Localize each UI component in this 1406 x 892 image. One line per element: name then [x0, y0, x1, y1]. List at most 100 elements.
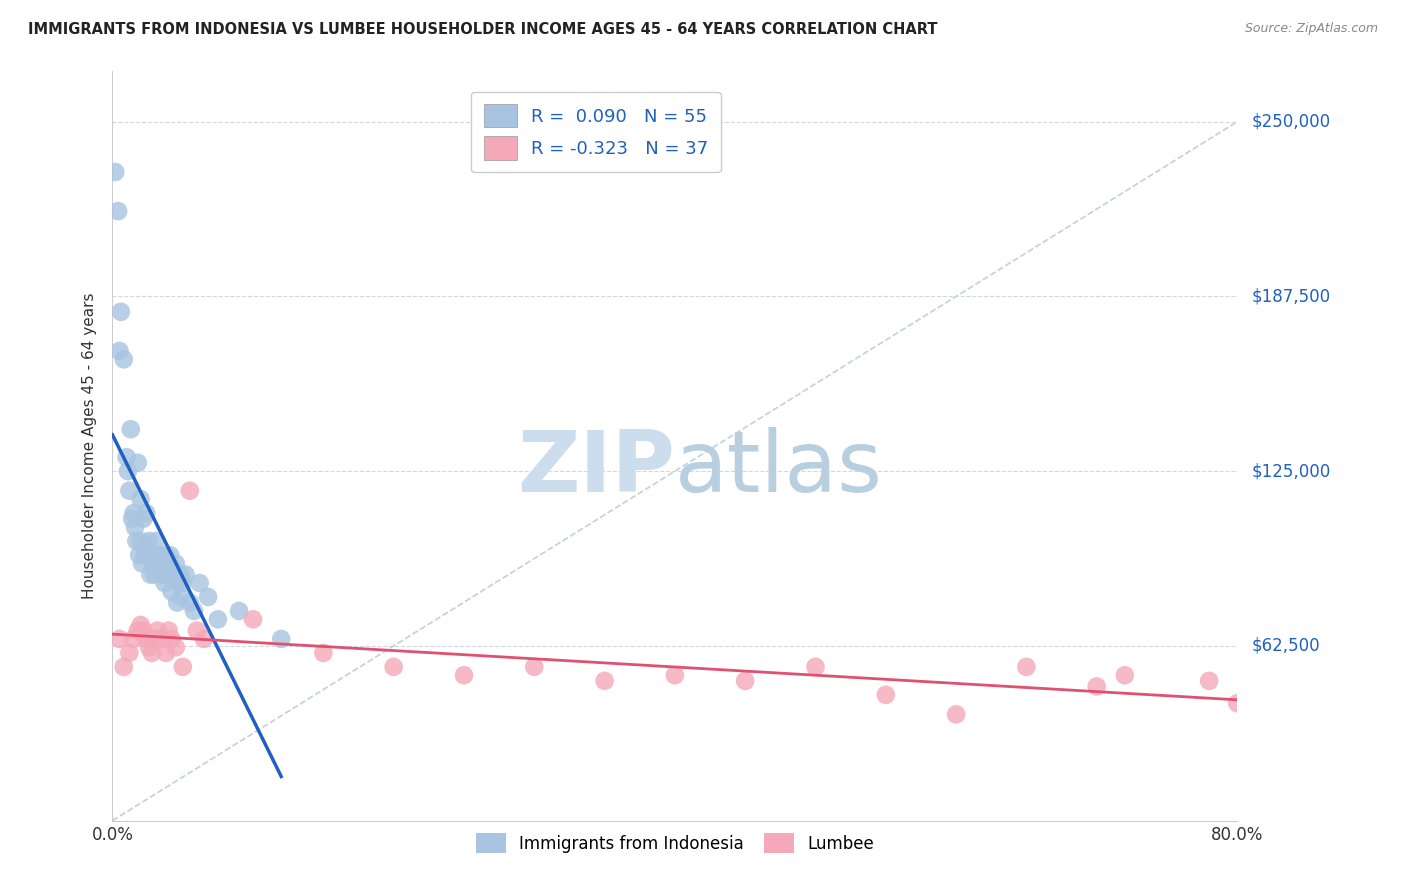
Point — [118, 646, 141, 660]
Point — [664, 668, 686, 682]
Point — [945, 707, 967, 722]
Point — [122, 632, 145, 646]
Point — [188, 576, 211, 591]
Point — [179, 483, 201, 498]
Point — [172, 660, 194, 674]
Point — [156, 562, 179, 576]
Point — [207, 612, 229, 626]
Point — [148, 562, 170, 576]
Legend: Immigrants from Indonesia, Lumbee: Immigrants from Indonesia, Lumbee — [467, 825, 883, 861]
Point — [167, 576, 190, 591]
Point — [197, 590, 219, 604]
Point — [1198, 673, 1220, 688]
Point — [104, 165, 127, 179]
Point — [115, 450, 138, 465]
Point — [160, 632, 183, 646]
Text: Source: ZipAtlas.com: Source: ZipAtlas.com — [1244, 22, 1378, 36]
Point — [118, 483, 141, 498]
Point — [146, 548, 169, 562]
Point — [120, 422, 142, 436]
Point — [138, 534, 160, 549]
Point — [183, 604, 205, 618]
Point — [108, 343, 131, 358]
Point — [228, 604, 250, 618]
Point — [312, 646, 335, 660]
Point — [875, 688, 897, 702]
Point — [270, 632, 292, 646]
Point — [162, 562, 184, 576]
Text: $187,500: $187,500 — [1251, 287, 1330, 305]
Point — [169, 567, 191, 582]
Point — [138, 640, 160, 655]
Point — [112, 660, 135, 674]
Point — [134, 548, 156, 562]
Point — [804, 660, 827, 674]
Point — [110, 305, 132, 319]
Point — [149, 548, 172, 562]
Point — [135, 506, 157, 520]
Point — [108, 632, 131, 646]
Point — [382, 660, 405, 674]
Point — [124, 520, 146, 534]
Point — [143, 567, 166, 582]
Point — [159, 548, 181, 562]
Point — [136, 548, 159, 562]
Point — [1226, 696, 1249, 710]
Point — [174, 567, 197, 582]
Point — [1015, 660, 1038, 674]
Point — [125, 534, 148, 549]
Point — [193, 632, 215, 646]
Point — [157, 624, 180, 638]
Point — [153, 576, 176, 591]
Point — [150, 557, 173, 571]
Point — [172, 576, 194, 591]
Point — [453, 668, 475, 682]
Point — [142, 557, 165, 571]
Text: $125,000: $125,000 — [1251, 462, 1330, 480]
Point — [129, 618, 152, 632]
Point — [152, 567, 174, 582]
Point — [141, 646, 163, 660]
Point — [112, 352, 135, 367]
Point — [242, 612, 264, 626]
Point — [165, 640, 187, 655]
Text: ZIP: ZIP — [517, 427, 675, 510]
Point — [128, 548, 150, 562]
Point — [523, 660, 546, 674]
Point — [139, 567, 162, 582]
Y-axis label: Householder Income Ages 45 - 64 years: Householder Income Ages 45 - 64 years — [82, 293, 97, 599]
Point — [179, 596, 201, 610]
Point — [122, 506, 145, 520]
Text: $62,500: $62,500 — [1251, 637, 1320, 655]
Point — [131, 557, 153, 571]
Point — [160, 584, 183, 599]
Point — [150, 632, 173, 646]
Point — [129, 534, 152, 549]
Point — [1085, 680, 1108, 694]
Point — [165, 557, 187, 571]
Point — [127, 624, 149, 638]
Point — [132, 511, 155, 525]
Point — [107, 204, 129, 219]
Point — [132, 624, 155, 638]
Point — [593, 673, 616, 688]
Text: $250,000: $250,000 — [1251, 112, 1330, 131]
Point — [170, 590, 193, 604]
Point — [166, 596, 188, 610]
Point — [127, 456, 149, 470]
Point — [146, 624, 169, 638]
Point — [143, 632, 166, 646]
Text: IMMIGRANTS FROM INDONESIA VS LUMBEE HOUSEHOLDER INCOME AGES 45 - 64 YEARS CORREL: IMMIGRANTS FROM INDONESIA VS LUMBEE HOUS… — [28, 22, 938, 37]
Point — [1114, 668, 1136, 682]
Point — [734, 673, 756, 688]
Point — [135, 632, 157, 646]
Point — [145, 534, 167, 549]
Point — [141, 548, 163, 562]
Point — [121, 511, 143, 525]
Point — [163, 567, 186, 582]
Point — [129, 492, 152, 507]
Point — [117, 464, 139, 478]
Point — [155, 646, 177, 660]
Text: atlas: atlas — [675, 427, 883, 510]
Point — [157, 567, 180, 582]
